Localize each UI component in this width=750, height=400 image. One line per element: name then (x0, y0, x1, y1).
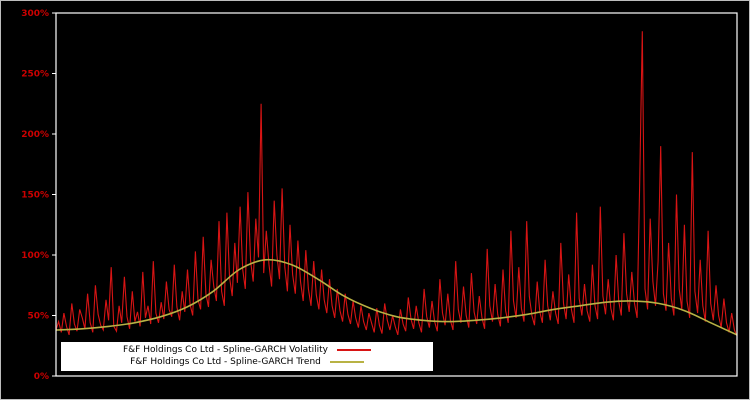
y-tick-label: 150% (21, 191, 49, 201)
legend-line-sample (329, 361, 364, 363)
y-tick-label: 250% (21, 70, 49, 80)
legend-line-sample (337, 349, 372, 351)
volatility-line (55, 31, 738, 337)
trend-line (55, 258, 738, 336)
y-tick-label: 0% (34, 372, 49, 382)
legend-row: F&F Holdings Co Ltd - Spline-GARCH Volat… (61, 344, 433, 356)
y-tick-label: 50% (27, 312, 49, 322)
plot-border (55, 12, 738, 377)
y-tick-label: 100% (21, 251, 49, 261)
legend-label: F&F Holdings Co Ltd - Spline-GARCH Volat… (122, 345, 329, 355)
y-tick-label: 200% (21, 130, 49, 140)
legend-row: F&F Holdings Co Ltd - Spline-GARCH Trend (61, 356, 433, 368)
y-tick-label: 300% (21, 9, 49, 19)
chart-legend: F&F Holdings Co Ltd - Spline-GARCH Volat… (61, 342, 433, 371)
legend-label: F&F Holdings Co Ltd - Spline-GARCH Trend (130, 357, 321, 367)
